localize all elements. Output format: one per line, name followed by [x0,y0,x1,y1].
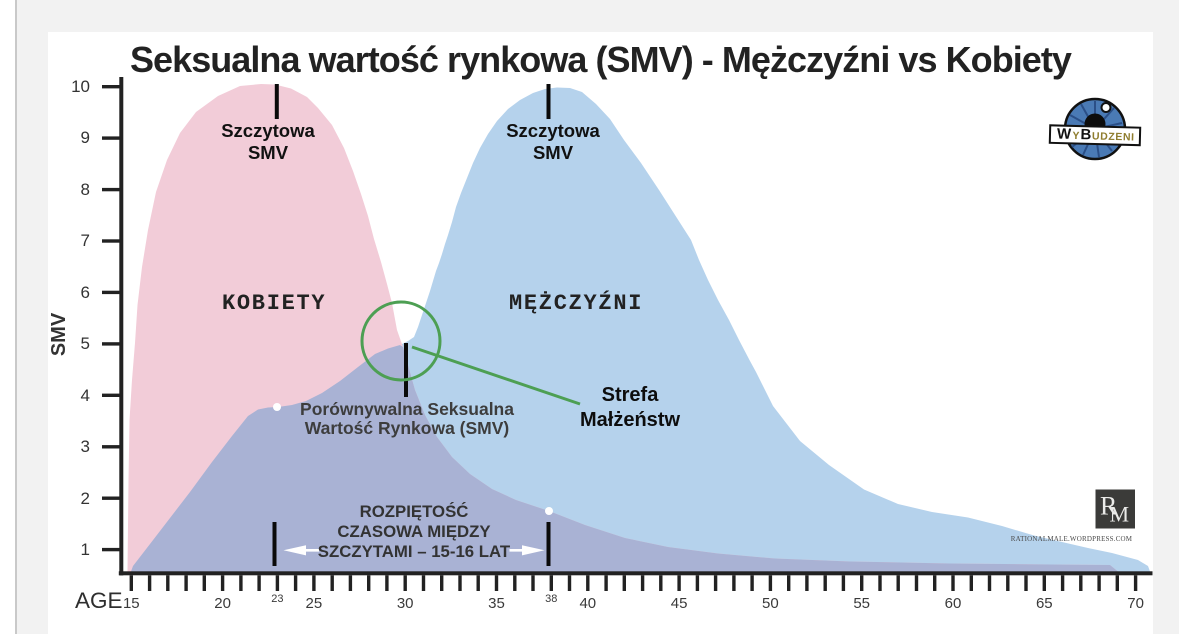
svg-text:R: R [1100,492,1118,521]
svg-text:M: M [1110,502,1130,527]
svg-text:B: B [1080,126,1091,143]
svg-text:UDZENI: UDZENI [1092,130,1135,143]
svg-text:Y: Y [1072,130,1079,142]
svg-text:W: W [1057,126,1072,143]
